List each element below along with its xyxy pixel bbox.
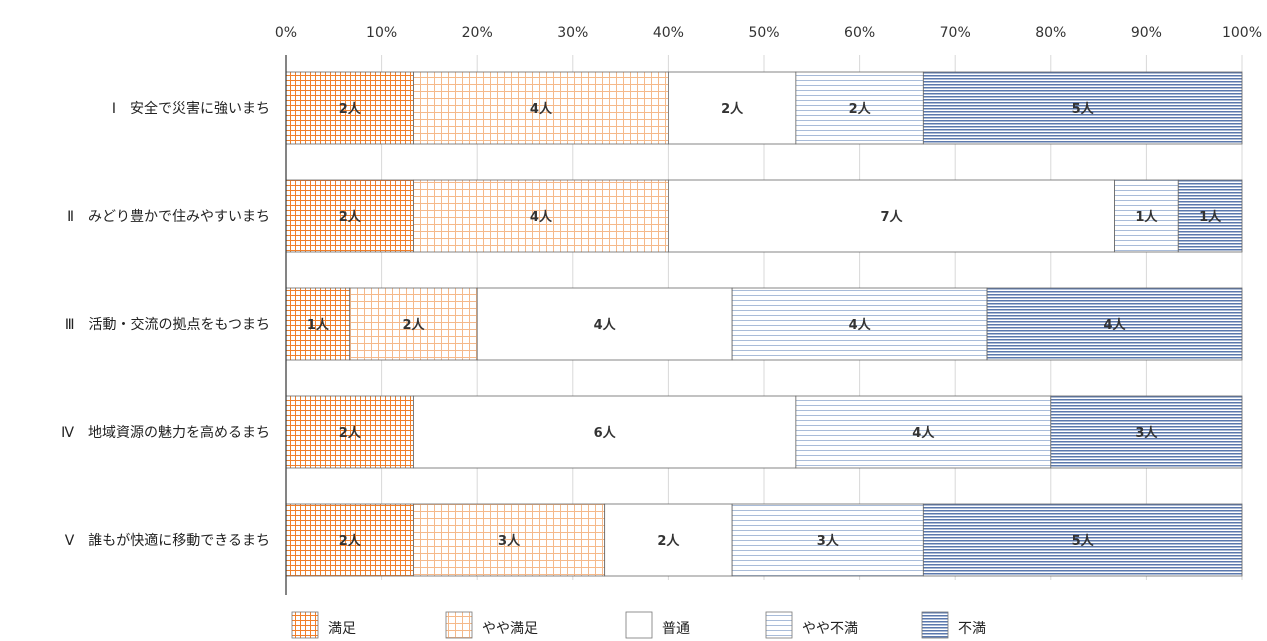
x-tick-label: 50% [748,25,779,41]
bar-segment [922,71,1243,145]
data-label: 4人 [594,317,617,333]
legend-label: やや満足 [482,621,538,637]
bar-segment [349,287,478,361]
bar-segment [285,503,414,577]
data-label: 4人 [530,209,553,225]
bar-segment [413,179,669,253]
data-label: 5人 [1072,533,1095,549]
legend-label: 普通 [662,621,690,637]
bar-segment [795,395,1052,469]
category-label: Ⅱ みどり豊かで住みやすいまち [67,209,270,225]
x-tick-label: 10% [366,25,397,41]
data-label: 7人 [880,209,903,225]
data-label: 4人 [530,101,553,117]
data-label: 2人 [657,533,680,549]
legend-swatch [765,611,793,639]
bar-segment [604,503,733,577]
category-label: Ⅴ 誰もが快適に移動できるまち [65,532,270,549]
x-tick-label: 0% [275,25,297,41]
bar-segment [1050,395,1243,469]
data-label: 2人 [402,317,425,333]
x-tick-label: 70% [940,25,971,41]
legend-swatch [625,611,653,639]
data-label: 6人 [594,425,617,441]
bar-segment [731,503,924,577]
x-tick-label: 80% [1035,25,1066,41]
category-label: Ⅳ 地域資源の魅力を高めるまち [61,424,270,441]
bar-segment [1114,179,1179,253]
bar-segment [413,71,669,145]
bar-segment [668,179,1115,253]
x-tick-label: 30% [557,25,588,41]
bar-segment [285,179,414,253]
data-label: 4人 [1104,317,1127,333]
bar-segment [795,71,924,145]
data-label: 2人 [339,209,362,225]
bar-segment [413,503,606,577]
data-label: 2人 [339,425,362,441]
bar-segment [476,287,733,361]
bar-segment [285,395,414,469]
bar-segment [1177,179,1243,253]
data-label: 2人 [721,101,744,117]
legend-label: やや不満 [802,621,858,637]
data-label: 5人 [1072,101,1095,117]
bar-segment [285,287,351,361]
bar-segment [668,71,797,145]
data-label: 1人 [307,317,330,333]
data-label: 2人 [849,101,872,117]
data-label: 3人 [1135,425,1158,441]
data-label: 2人 [339,101,362,117]
legend-label: 満足 [328,621,356,637]
legend-swatch [445,611,473,639]
data-label: 2人 [339,533,362,549]
x-tick-label: 90% [1131,25,1162,41]
bar-segment [922,503,1243,577]
data-label: 3人 [817,533,840,549]
data-label: 1人 [1135,209,1158,225]
legend-swatch [291,611,319,639]
x-tick-label: 20% [462,25,493,41]
data-label: 1人 [1199,209,1222,225]
x-tick-label: 60% [844,25,875,41]
category-label: Ⅲ 活動・交流の拠点をもつまち [65,316,270,333]
data-label: 3人 [498,533,521,549]
data-label: 4人 [912,425,935,441]
x-tick-label: 40% [653,25,684,41]
legend-label: 不満 [958,621,986,637]
bar-segment [731,287,988,361]
category-label: Ⅰ 安全で災害に強いまち [112,100,270,117]
bar-segment [413,395,797,469]
x-tick-label: 100% [1222,25,1262,41]
data-label: 4人 [849,317,872,333]
bar-segment [986,287,1243,361]
legend-swatch [921,611,949,639]
